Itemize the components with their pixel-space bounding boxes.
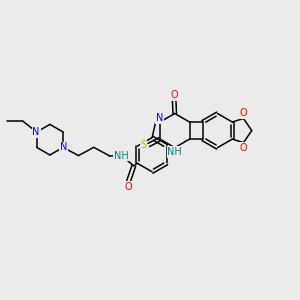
- Text: O: O: [240, 143, 247, 153]
- Text: NH: NH: [167, 147, 182, 157]
- Text: N: N: [32, 127, 40, 137]
- Text: N: N: [156, 113, 164, 124]
- Text: O: O: [125, 182, 132, 191]
- Text: S: S: [140, 140, 146, 150]
- Text: NH: NH: [114, 151, 129, 160]
- Text: N: N: [60, 142, 68, 152]
- Text: O: O: [240, 108, 247, 118]
- Text: O: O: [171, 90, 178, 100]
